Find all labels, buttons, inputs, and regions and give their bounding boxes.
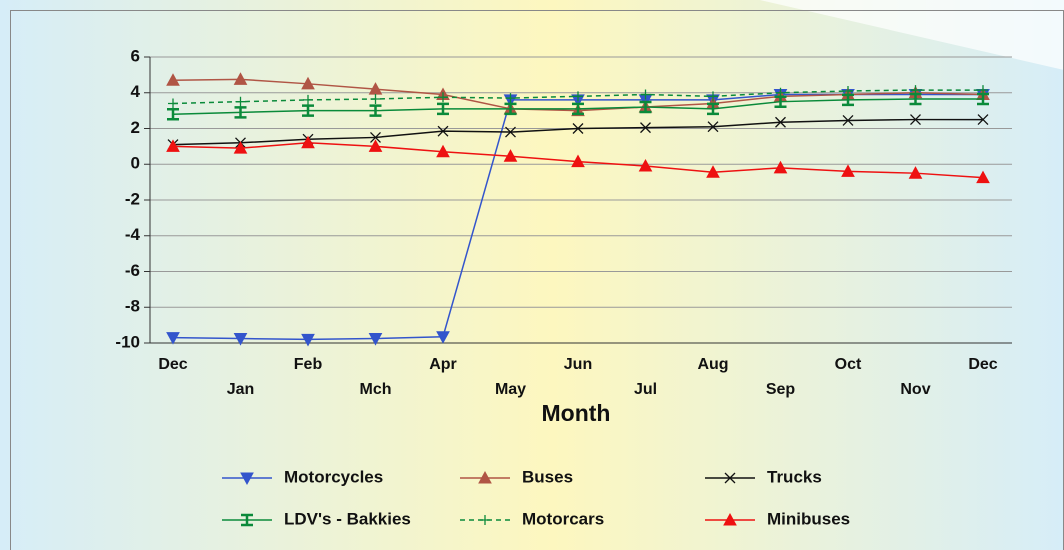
data-point <box>505 126 516 138</box>
data-point <box>707 121 719 133</box>
y-tick-label: -4 <box>125 225 141 244</box>
data-point <box>233 72 248 85</box>
legend-marker <box>240 472 254 486</box>
data-point <box>233 141 248 154</box>
x-tick-label: Apr <box>429 356 457 373</box>
data-point <box>639 100 652 114</box>
data-point <box>571 154 585 168</box>
data-point <box>977 114 989 126</box>
data-point <box>708 91 718 102</box>
data-point <box>572 123 584 134</box>
x-tick-label: Jul <box>634 381 657 398</box>
legend-marker <box>724 472 736 484</box>
x-tick-label: Jun <box>564 356 592 373</box>
data-point <box>775 87 786 98</box>
x-tick-label: Aug <box>697 356 728 373</box>
data-point <box>573 91 583 102</box>
data-point <box>843 85 853 96</box>
y-tick-label: -8 <box>125 297 140 316</box>
data-point <box>235 96 246 107</box>
decoration <box>760 0 1064 70</box>
y-tick-label: 0 <box>131 154 140 173</box>
data-point <box>438 92 448 103</box>
data-point <box>301 135 315 149</box>
data-point <box>436 144 450 158</box>
data-point <box>572 102 584 116</box>
data-point <box>437 102 449 116</box>
legend-label: Motorcycles <box>284 467 383 486</box>
data-point <box>706 165 720 178</box>
y-tick-label: -6 <box>125 261 140 280</box>
data-point <box>976 170 990 184</box>
data-point <box>370 131 381 143</box>
x-tick-label: Dec <box>968 356 997 373</box>
legend-marker <box>723 512 737 526</box>
data-point <box>773 160 788 174</box>
x-tick-label: Dec <box>158 356 187 373</box>
data-point <box>302 104 314 117</box>
data-point <box>504 102 517 116</box>
data-point <box>436 331 450 344</box>
data-point <box>166 73 180 86</box>
data-point <box>368 333 383 346</box>
x-tick-label: Jan <box>227 381 255 398</box>
y-tick-label: 6 <box>131 46 140 65</box>
legend-label: LDV's - Bakkies <box>284 509 411 528</box>
data-point <box>910 85 921 96</box>
data-point <box>301 333 315 347</box>
data-point <box>168 98 178 109</box>
data-point <box>707 102 719 116</box>
y-tick-label: -2 <box>125 189 140 208</box>
data-point <box>640 122 651 134</box>
data-point <box>503 149 518 162</box>
data-point <box>166 139 180 152</box>
legend-label: Buses <box>522 467 573 486</box>
data-point <box>842 114 854 126</box>
legend-marker <box>241 513 253 527</box>
y-tick-label: -10 <box>115 332 140 351</box>
y-tick-label: 4 <box>131 82 141 101</box>
data-point <box>369 104 382 117</box>
data-point <box>437 125 449 137</box>
data-point <box>233 333 248 346</box>
data-point <box>234 106 247 119</box>
data-point <box>640 89 651 100</box>
y-tick-label: 2 <box>131 118 140 137</box>
data-point <box>303 94 313 105</box>
data-point <box>908 166 923 179</box>
legend-label: Motorcars <box>522 509 604 528</box>
data-point <box>370 94 381 105</box>
x-tick-label: Sep <box>766 381 796 398</box>
legend-marker <box>478 470 492 484</box>
data-point <box>301 76 315 90</box>
data-point <box>775 116 786 128</box>
data-point <box>167 107 179 121</box>
data-point <box>505 93 516 104</box>
x-axis-title: Month <box>542 400 611 426</box>
legend-label: Trucks <box>767 467 822 486</box>
x-tick-label: Feb <box>294 356 323 373</box>
data-point <box>841 164 855 177</box>
data-point <box>368 139 383 152</box>
x-tick-label: Mch <box>360 381 392 398</box>
data-point <box>910 114 921 126</box>
x-tick-label: Oct <box>835 356 862 373</box>
data-point <box>638 158 653 172</box>
legend-label: Minibuses <box>767 509 850 528</box>
data-point <box>978 85 988 96</box>
x-tick-label: May <box>495 381 526 398</box>
legend-marker <box>480 515 490 525</box>
data-point <box>166 332 180 345</box>
x-tick-label: Nov <box>900 381 930 398</box>
